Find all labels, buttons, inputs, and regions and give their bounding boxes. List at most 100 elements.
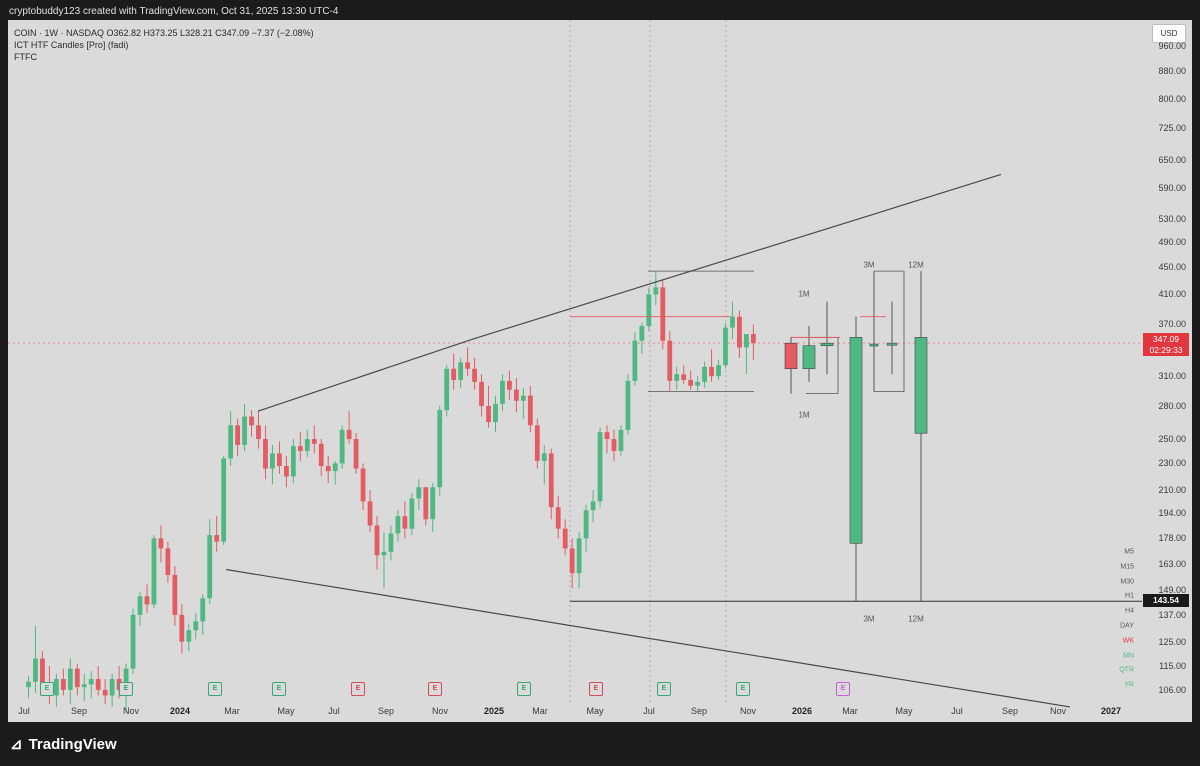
weekly-candle-body (165, 548, 171, 576)
y-tick-label: 106.00 (1158, 684, 1186, 695)
htf-candle-body (784, 342, 798, 370)
weekly-candle-body (569, 548, 575, 574)
weekly-candle-body (716, 365, 721, 377)
weekly-candle-body (646, 294, 652, 327)
tradingview-footer[interactable]: ⊿ TradingView (10, 735, 117, 753)
y-tick-label: 310.00 (1158, 371, 1186, 382)
weekly-candle-body (95, 679, 101, 690)
x-tick-label: Sep (377, 706, 395, 716)
weekly-candle-body (137, 596, 143, 615)
timeframe-item-m15[interactable]: M15 (1120, 563, 1134, 571)
timeframe-item-m5[interactable]: M5 (1124, 548, 1134, 556)
weekly-candle-body (388, 533, 394, 552)
weekly-candle-body (402, 516, 408, 529)
weekly-candle-body (583, 510, 589, 539)
htf-1m-label-bottom: 1M (798, 410, 810, 420)
x-tick-label: Mar (532, 706, 548, 716)
weekly-candle-body (555, 507, 561, 529)
timeframe-item-qtr[interactable]: QTR (1119, 666, 1134, 674)
weekly-candle-body (750, 334, 756, 344)
weekly-candle-body (709, 366, 714, 377)
weekly-candle-body (256, 425, 261, 440)
weekly-candle-body (444, 368, 450, 411)
x-tick-label: 2025 (483, 706, 505, 716)
htf-3m-range-bracket (874, 270, 905, 393)
timeframe-item-m30[interactable]: M30 (1120, 578, 1134, 586)
weekly-candle-body (674, 374, 680, 381)
timeframe-item-mn[interactable]: MN (1123, 652, 1134, 660)
timeframe-item-h1[interactable]: H1 (1125, 592, 1134, 600)
weekly-candle-body (53, 679, 59, 696)
y-tick-label: 410.00 (1158, 289, 1186, 300)
currency-button[interactable]: USD (1152, 24, 1186, 43)
chart-caption: cryptobuddy123 created with TradingView.… (9, 6, 339, 17)
weekly-candle-body (67, 668, 73, 690)
x-tick-label: Sep (70, 706, 88, 716)
earnings-event-icon[interactable]: E (657, 682, 671, 696)
y-tick-label: 230.00 (1158, 458, 1186, 469)
indicator-label[interactable]: ICT HTF Candles [Pro] (fadi) (14, 40, 129, 50)
weekly-candle-body (695, 381, 701, 386)
y-tick-label: 194.00 (1158, 508, 1186, 519)
earnings-event-icon[interactable]: E (428, 682, 442, 696)
timeframe-item-day[interactable]: DAY (1120, 622, 1134, 630)
earnings-event-icon[interactable]: E (119, 682, 133, 696)
htf-1m-label-top: 1M (798, 289, 810, 299)
timeframe-item-yr[interactable]: YR (1124, 681, 1134, 689)
x-tick-label: Nov (122, 706, 140, 716)
htf-candle-body (914, 337, 928, 434)
y-tick-label: 149.00 (1158, 585, 1186, 596)
weekly-candle-body (618, 429, 624, 451)
earnings-event-icon[interactable]: E (517, 682, 531, 696)
weekly-candle-body (74, 668, 80, 688)
timeframe-item-h4[interactable]: H4 (1125, 607, 1134, 615)
y-tick-label: 530.00 (1158, 214, 1186, 225)
weekly-candle-body (214, 535, 220, 542)
x-tick-label: Mar (224, 706, 240, 716)
current-price-value: 347.09 (1153, 334, 1179, 345)
weekly-candle-body (332, 463, 338, 472)
y-tick-label: 137.00 (1158, 609, 1186, 620)
weekly-candle-body (60, 679, 66, 690)
weekly-candle-body (81, 684, 87, 688)
earnings-event-icon[interactable]: E (836, 682, 850, 696)
weekly-candle-body (744, 334, 749, 348)
chart-area[interactable]: COIN · 1W · NASDAQ O362.82 H373.25 L328.… (8, 20, 1192, 722)
earnings-event-icon[interactable]: E (351, 682, 365, 696)
earnings-event-icon[interactable]: E (272, 682, 286, 696)
x-tick-label: Mar (842, 706, 858, 716)
weekly-candle-body (158, 538, 164, 549)
x-tick-label: May (277, 706, 295, 716)
weekly-candle-body (604, 432, 610, 440)
earnings-event-icon[interactable]: E (589, 682, 603, 696)
y-tick-label: 800.00 (1158, 94, 1186, 105)
indicator-label-2[interactable]: FTFC (14, 52, 37, 62)
weekly-candle-body (318, 443, 324, 466)
weekly-candle-body (381, 551, 387, 556)
weekly-candle-body (221, 458, 227, 542)
weekly-candle-body (430, 487, 436, 520)
y-tick-label: 450.00 (1158, 262, 1186, 273)
weekly-candle-body (653, 287, 659, 295)
weekly-candle-body (346, 429, 352, 440)
weekly-candle-body (228, 425, 234, 459)
weekly-candle-body (730, 316, 735, 328)
y-tick-label: 590.00 (1158, 183, 1186, 194)
htf-candle-body (820, 342, 834, 347)
weekly-candle-body (541, 453, 547, 461)
weekly-candle-body (290, 446, 296, 477)
htf-3m-label-top: 3M (863, 260, 875, 270)
price-chart-svg[interactable] (8, 20, 1192, 722)
earnings-event-icon[interactable]: E (208, 682, 222, 696)
x-tick-label: Nov (1049, 706, 1067, 716)
weekly-candle-body (207, 535, 213, 599)
timeframe-item-wk[interactable]: WK (1122, 637, 1134, 645)
weekly-candle-body (88, 679, 94, 685)
weekly-candle-body (270, 453, 275, 469)
weekly-candle-body (297, 446, 303, 451)
x-tick-label: 2027 (1100, 706, 1122, 716)
earnings-event-icon[interactable]: E (40, 682, 54, 696)
weekly-candle-body (625, 380, 631, 430)
earnings-event-icon[interactable]: E (736, 682, 750, 696)
weekly-candle-body (353, 439, 359, 469)
